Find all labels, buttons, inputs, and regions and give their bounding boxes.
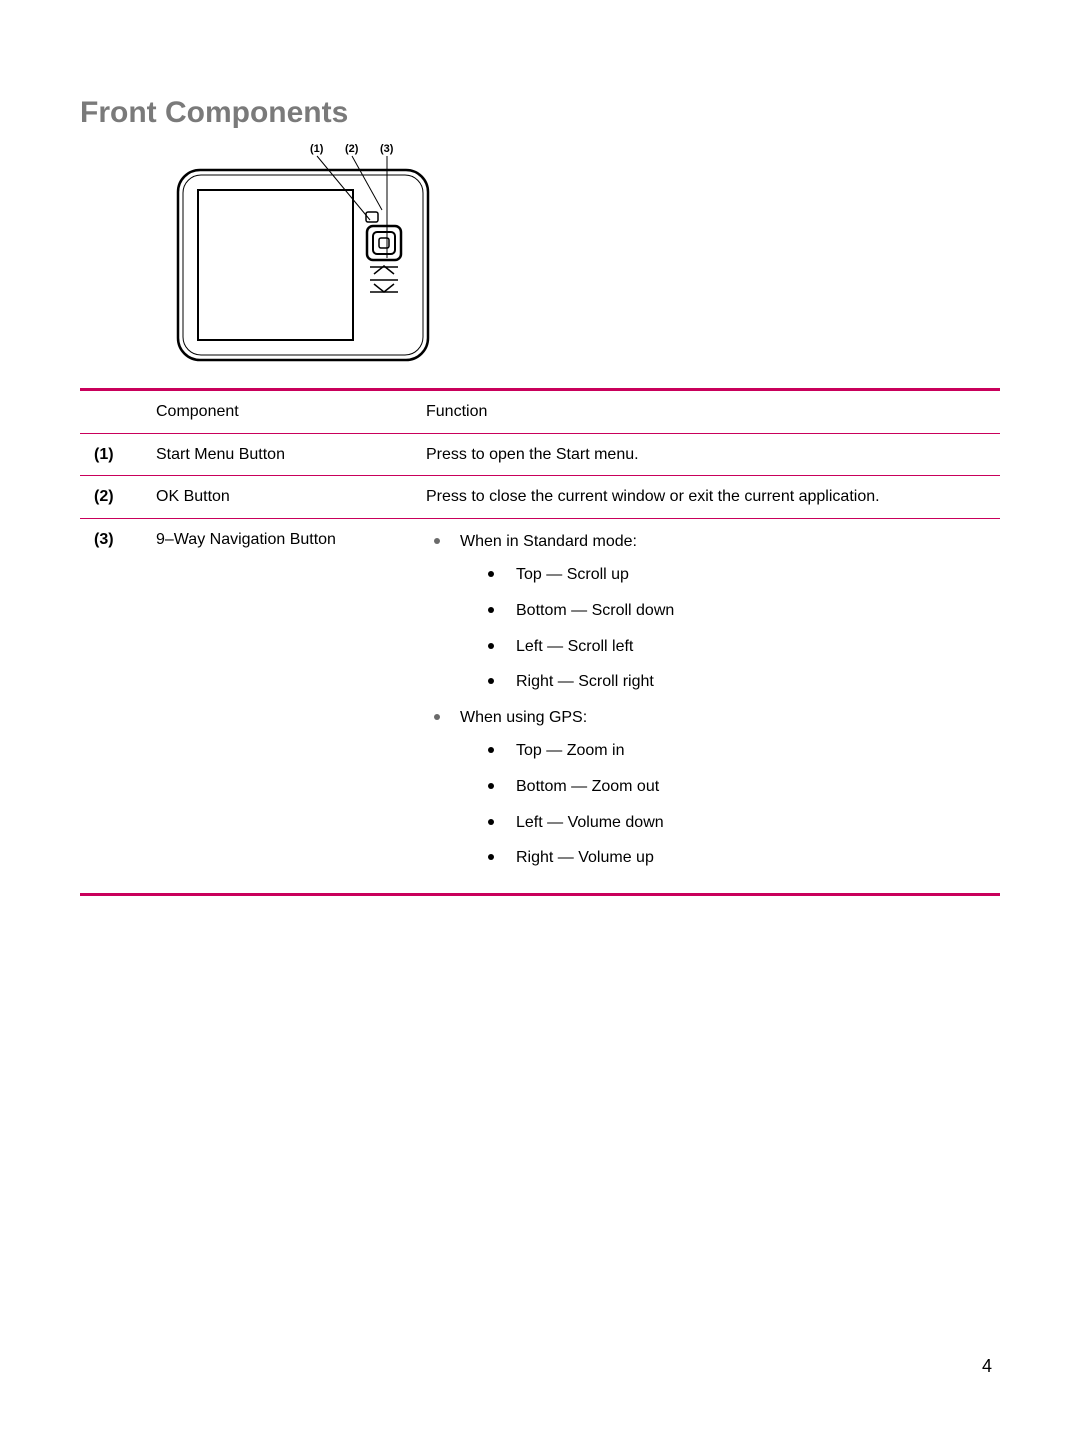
list-item: When using GPS: Top — Zoom in Bottom — Zoo… bbox=[426, 707, 994, 869]
document-page: Front Components (1) (2) (3) bbox=[0, 0, 1080, 896]
table-header-cell bbox=[80, 390, 150, 434]
table-row: (3)9–Way Navigation ButtonWhen in Standa… bbox=[80, 518, 1000, 894]
page-title: Front Components bbox=[80, 96, 1000, 130]
list-item: When in Standard mode: Top — Scroll up Bot… bbox=[426, 531, 994, 693]
diagram-label-3: (3) bbox=[380, 143, 394, 155]
list-item: Bottom — Zoom out bbox=[460, 776, 994, 798]
list-item: Top — Scroll up bbox=[460, 564, 994, 586]
ok-button-inner bbox=[373, 232, 395, 254]
row-function: Press to open the Start menu. bbox=[420, 433, 1000, 476]
table-header-cell: Function bbox=[420, 390, 1000, 434]
diagram-label-1: (1) bbox=[310, 143, 324, 155]
device-outline bbox=[178, 170, 428, 360]
row-component: OK Button bbox=[150, 476, 420, 519]
leader-line bbox=[317, 156, 370, 220]
row-component: Start Menu Button bbox=[150, 433, 420, 476]
list-item: Bottom — Scroll down bbox=[460, 600, 994, 622]
list-item: Left — Volume down bbox=[460, 812, 994, 834]
nav-pad-icon bbox=[370, 266, 398, 292]
components-table: ComponentFunction(1)Start Menu ButtonPre… bbox=[80, 388, 1000, 896]
function-sublist: Top — Scroll up Bottom — Scroll down Left … bbox=[460, 564, 994, 692]
table-header-cell: Component bbox=[150, 390, 420, 434]
row-num: (3) bbox=[80, 518, 150, 894]
list-item: Right — Scroll right bbox=[460, 671, 994, 693]
list-item: Right — Volume up bbox=[460, 847, 994, 869]
function-sublist: Top — Zoom in Bottom — Zoom out Left — Vol… bbox=[460, 740, 994, 868]
list-item: Left — Scroll left bbox=[460, 636, 994, 658]
list-item-label: When in Standard mode: bbox=[460, 533, 637, 550]
row-function: Press to close the current window or exi… bbox=[420, 476, 1000, 519]
device-diagram-svg: (1) (2) (3) bbox=[170, 140, 470, 365]
row-component: 9–Way Navigation Button bbox=[150, 518, 420, 894]
function-list: When in Standard mode: Top — Scroll up Bot… bbox=[426, 531, 994, 869]
row-num: (1) bbox=[80, 433, 150, 476]
leader-line bbox=[352, 156, 382, 210]
row-num: (2) bbox=[80, 476, 150, 519]
list-item-label: When using GPS: bbox=[460, 709, 587, 726]
row-function: When in Standard mode: Top — Scroll up Bot… bbox=[420, 518, 1000, 894]
page-number: 4 bbox=[982, 1356, 992, 1377]
list-item: Top — Zoom in bbox=[460, 740, 994, 762]
diagram-label-2: (2) bbox=[345, 143, 359, 155]
table-row: (2)OK ButtonPress to close the current w… bbox=[80, 476, 1000, 519]
table-header-row: ComponentFunction bbox=[80, 390, 1000, 434]
device-diagram: (1) (2) (3) bbox=[170, 140, 1000, 370]
table-row: (1)Start Menu ButtonPress to open the St… bbox=[80, 433, 1000, 476]
device-screen bbox=[198, 190, 353, 340]
